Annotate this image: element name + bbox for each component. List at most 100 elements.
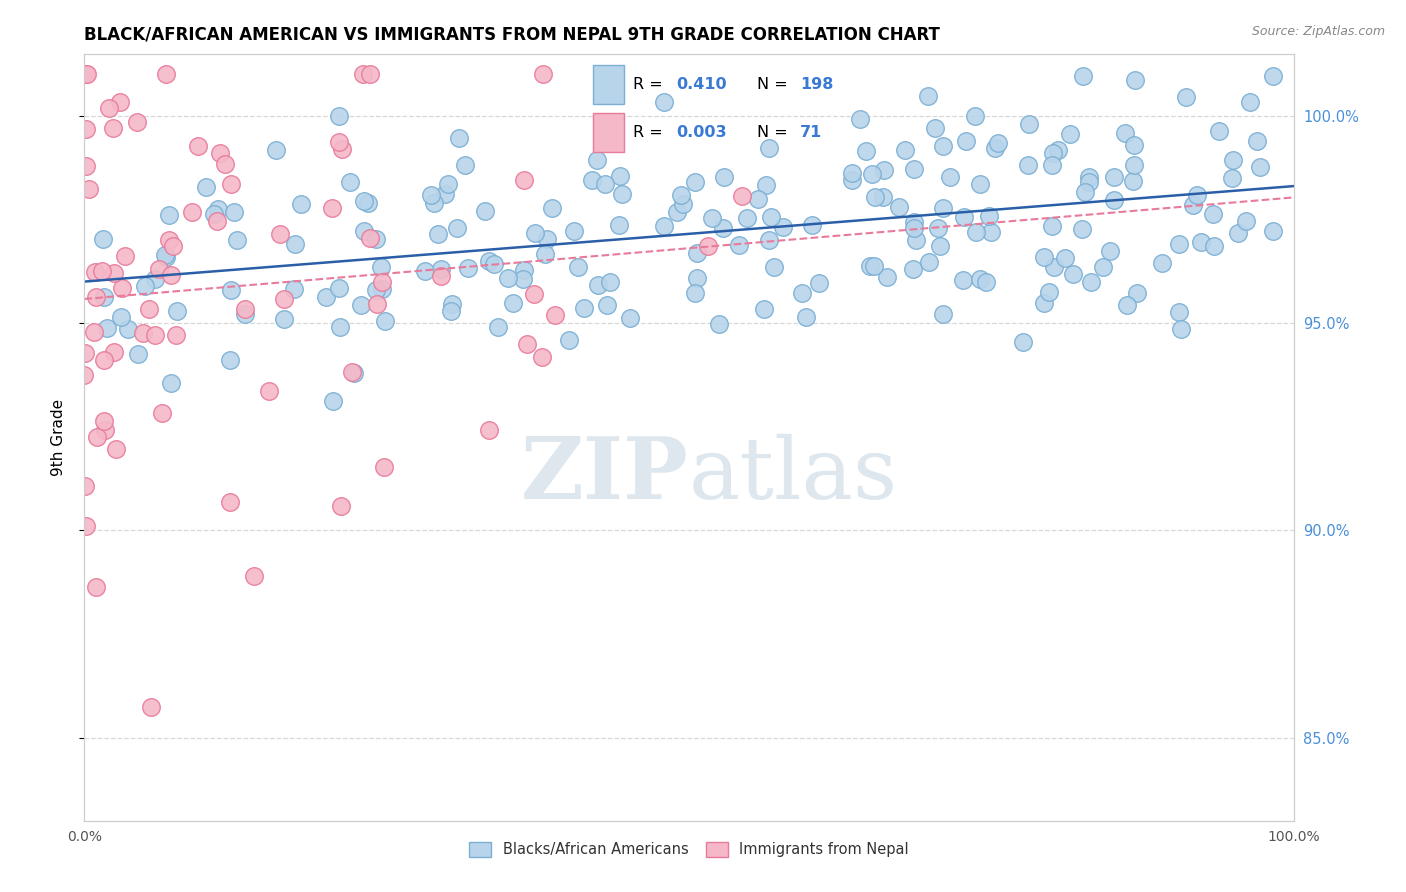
Point <box>366 297 388 311</box>
Point <box>98 101 121 115</box>
Point <box>155 251 177 265</box>
Point <box>759 211 782 225</box>
Point <box>373 459 395 474</box>
Point <box>187 138 209 153</box>
Point <box>1181 197 1204 211</box>
Point <box>928 239 950 253</box>
Text: 198: 198 <box>800 77 834 92</box>
Point <box>974 275 997 289</box>
Point <box>76 67 98 81</box>
Point <box>366 232 388 246</box>
Point <box>243 569 266 583</box>
Point <box>165 327 187 342</box>
Point <box>1208 124 1230 138</box>
Point <box>1070 222 1092 236</box>
Point <box>917 88 939 103</box>
Point <box>353 224 375 238</box>
Point <box>567 260 589 274</box>
Point <box>531 67 554 81</box>
Point <box>218 353 240 368</box>
Point <box>987 136 1010 150</box>
Point <box>1032 250 1054 264</box>
Point <box>226 233 249 247</box>
Point <box>419 188 441 202</box>
Point <box>440 303 463 318</box>
Point <box>76 159 98 173</box>
Point <box>1234 214 1257 228</box>
Point <box>454 158 477 172</box>
Point <box>524 226 547 240</box>
Point <box>103 266 125 280</box>
Point <box>157 233 180 247</box>
Point <box>1187 187 1209 202</box>
Point <box>607 218 630 232</box>
Point <box>596 297 619 311</box>
Point <box>84 290 107 304</box>
Point <box>800 218 823 232</box>
Point <box>1059 128 1081 142</box>
Point <box>686 246 709 260</box>
Point <box>758 141 780 155</box>
Point <box>593 177 616 191</box>
Point <box>1261 224 1284 238</box>
Point <box>219 177 242 191</box>
Point <box>339 175 361 189</box>
Point <box>1102 193 1125 207</box>
Point <box>370 260 392 275</box>
Point <box>160 268 183 282</box>
Point <box>478 423 501 437</box>
Point <box>114 249 136 263</box>
Point <box>84 580 107 594</box>
Point <box>93 290 115 304</box>
Point <box>858 260 880 274</box>
Point <box>138 301 160 316</box>
Point <box>534 247 557 261</box>
Point <box>141 700 163 714</box>
Point <box>1012 335 1035 350</box>
Point <box>329 319 352 334</box>
Point <box>433 187 456 202</box>
Point <box>965 109 987 123</box>
Text: N =: N = <box>756 126 787 140</box>
Point <box>96 320 118 334</box>
Point <box>1174 89 1197 103</box>
Point <box>727 237 749 252</box>
Legend: Blacks/African Americans, Immigrants from Nepal: Blacks/African Americans, Immigrants fro… <box>463 836 915 863</box>
Point <box>1168 305 1191 319</box>
Point <box>887 201 910 215</box>
Point <box>1062 267 1084 281</box>
Point <box>155 67 177 81</box>
Point <box>1054 252 1077 266</box>
Point <box>536 232 558 246</box>
Point <box>474 204 496 219</box>
Point <box>1220 171 1243 186</box>
Point <box>83 325 105 339</box>
Point <box>207 214 229 228</box>
Point <box>371 275 394 289</box>
Point <box>482 257 505 271</box>
Point <box>932 307 955 321</box>
Point <box>415 263 437 277</box>
Point <box>283 282 305 296</box>
Point <box>849 112 872 126</box>
Point <box>328 281 350 295</box>
Point <box>315 290 337 304</box>
Bar <box>593 113 624 153</box>
Point <box>541 202 564 216</box>
Point <box>752 302 775 317</box>
Point <box>356 195 378 210</box>
Point <box>233 302 256 317</box>
Point <box>166 304 188 318</box>
Point <box>90 264 112 278</box>
Point <box>512 272 534 286</box>
Y-axis label: 9th Grade: 9th Grade <box>51 399 66 475</box>
Point <box>969 272 991 286</box>
Point <box>652 95 675 110</box>
Point <box>903 220 925 235</box>
Point <box>1077 170 1099 185</box>
Point <box>117 322 139 336</box>
Point <box>1189 235 1212 249</box>
Point <box>84 265 107 279</box>
Point <box>1125 286 1147 301</box>
Point <box>110 310 132 324</box>
